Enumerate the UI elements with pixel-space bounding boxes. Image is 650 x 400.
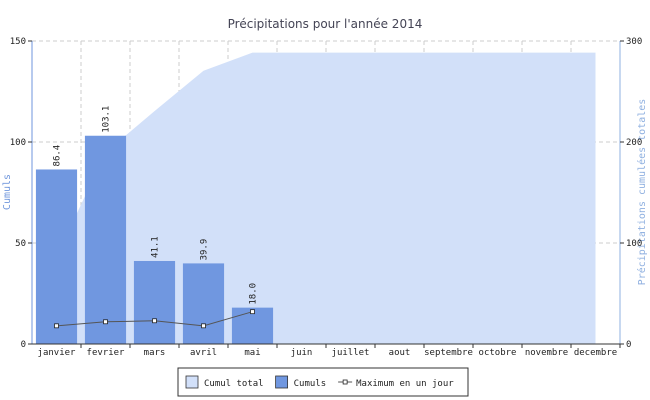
y2-tick-label: 200 [626, 138, 642, 148]
y-tick-label: 150 [10, 37, 26, 47]
line-marker [250, 309, 255, 315]
line-marker [201, 323, 206, 329]
value-label: 86.4 [53, 145, 63, 167]
legend-swatch [185, 375, 199, 389]
line-marker [103, 319, 108, 325]
y2-tick-label: 300 [626, 37, 642, 47]
legend-label: Cumul total [204, 379, 264, 389]
x-tick-label: fevrier [87, 348, 126, 358]
x-tick-label: decembre [574, 348, 617, 358]
y-axis-label: Cumuls [2, 174, 13, 210]
x-tick-label: mars [144, 348, 166, 358]
x-tick-label: novembre [525, 348, 568, 358]
line-marker [54, 323, 59, 329]
x-tick-label: avril [190, 348, 217, 358]
y-tick-label: 50 [15, 239, 26, 249]
x-tick-label: septembre [424, 348, 473, 358]
x-tick-label: octobre [479, 348, 517, 358]
value-label: 39.9 [200, 239, 210, 261]
y2-tick-label: 100 [626, 239, 642, 249]
chart-title: Précipitations pour l'année 2014 [228, 17, 423, 31]
legend-label: Cumuls [294, 379, 327, 389]
x-tick-label: juin [291, 348, 313, 358]
value-label: 41.1 [151, 236, 161, 258]
plot-layer: 86.4 103.1 41.1 39.9 18.0 [32, 40, 621, 345]
x-tick-label: juillet [332, 348, 370, 358]
line-marker [152, 318, 157, 324]
y-tick-label: 0 [21, 340, 26, 350]
y2-axis-label: Précipitations cumulées totales [636, 99, 648, 286]
bar [35, 169, 78, 344]
legend-label: Maximum en un jour [356, 379, 454, 389]
x-tick-label: janvier [38, 348, 77, 358]
value-label: 103.1 [102, 106, 112, 133]
bar [133, 260, 176, 344]
x-tick-label: mai [244, 348, 260, 358]
legend-swatch [275, 375, 289, 389]
value-label: 18.0 [249, 283, 259, 305]
bar [182, 263, 225, 344]
legend-box [177, 367, 469, 397]
y2-tick-label: 0 [626, 340, 631, 350]
bar [84, 135, 127, 344]
y-tick-label: 100 [10, 138, 26, 148]
legend-swatch-marker [342, 379, 348, 385]
x-tick-label: aout [389, 348, 411, 358]
